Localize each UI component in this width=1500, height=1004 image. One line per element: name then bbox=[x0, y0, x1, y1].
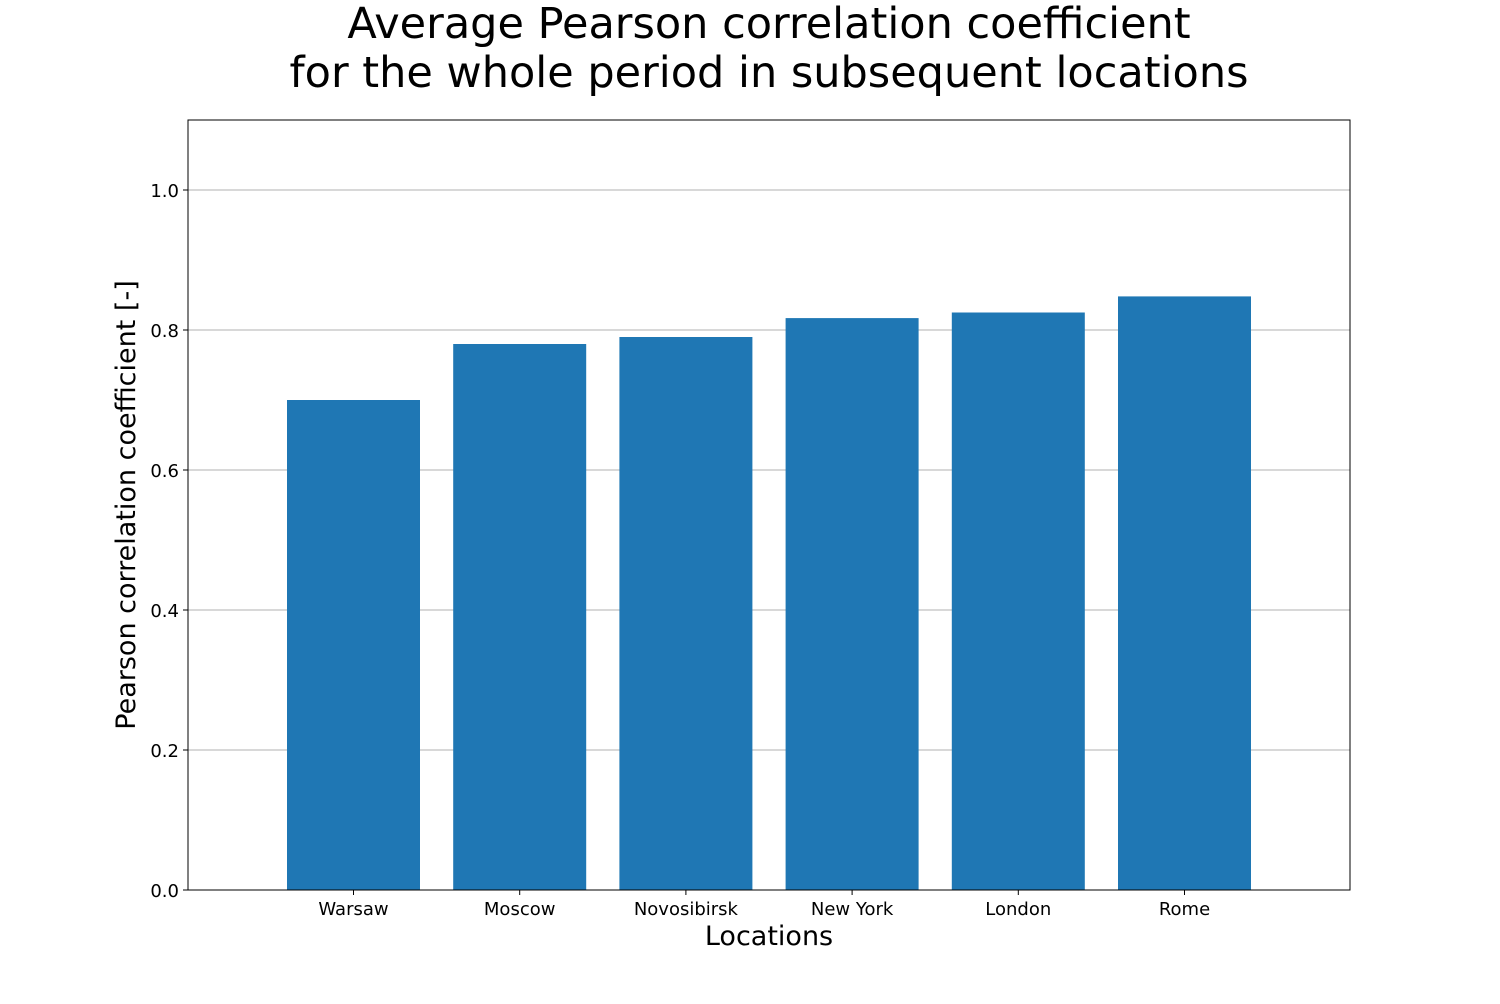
y-tick-label: 0.4 bbox=[150, 601, 179, 622]
bar-novosibirsk bbox=[619, 337, 753, 890]
x-axis-ticks: Warsaw Moscow Novosibirsk New York London Rom… bbox=[318, 890, 1210, 920]
x-tick-label: Moscow bbox=[484, 899, 556, 920]
x-axis-label: Locations bbox=[705, 921, 833, 952]
y-tick-label: 1.0 bbox=[150, 181, 179, 202]
x-tick-label: London bbox=[985, 899, 1051, 920]
bar-warsaw bbox=[287, 400, 420, 890]
y-tick-label: 0.8 bbox=[150, 321, 179, 342]
y-tick-label: 0.0 bbox=[150, 881, 179, 902]
bars bbox=[287, 296, 1251, 891]
y-tick-label: 0.6 bbox=[150, 461, 179, 482]
chart-title-line-1: Average Pearson correlation coefficient bbox=[347, 0, 1190, 49]
bar-london bbox=[951, 312, 1085, 890]
bar-moscow bbox=[453, 344, 587, 890]
chart-title-line-2: for the whole period in subsequent locat… bbox=[290, 48, 1249, 98]
bar-rome bbox=[1118, 296, 1251, 890]
y-axis-label: Pearson correlation coefficient [-] bbox=[111, 280, 142, 729]
x-tick-label: New York bbox=[811, 899, 894, 920]
x-tick-label: Rome bbox=[1159, 899, 1210, 920]
bar-new-york bbox=[785, 318, 919, 891]
y-tick-label: 0.2 bbox=[150, 741, 179, 762]
y-axis-ticks: 0.0 0.2 0.4 0.6 0.8 1.0 bbox=[150, 181, 188, 902]
axes-frame bbox=[187, 119, 1351, 891]
x-tick-label: Warsaw bbox=[318, 899, 388, 920]
x-tick-label: Novosibirsk bbox=[634, 899, 739, 920]
